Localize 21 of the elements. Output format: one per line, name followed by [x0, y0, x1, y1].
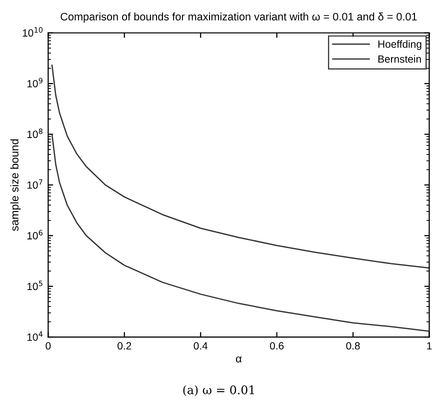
y-tick-label: 10$^{6}$ — [27, 230, 43, 240]
y-tick-label: 10$^{5}$ — [27, 280, 42, 290]
legend-label: Hoeffding — [378, 40, 422, 50]
x-tick-label: 0.4 — [194, 342, 208, 350]
y-axis-title: sample size bound — [10, 139, 21, 231]
x-tick-label: 0.6 — [270, 342, 284, 350]
y-tick-label: 10$^{9}$ — [27, 78, 42, 88]
text: (a) ω = 0.01 — [183, 385, 254, 396]
chart-title: Comparison of bounds for maximization variant with ω = 0.01 and δ = 0.01 — [60, 12, 417, 23]
y-tick-label: 10$^{4}$ — [27, 331, 43, 341]
x-tick-label: 0 — [46, 342, 51, 350]
y-tick-label: 10$^{8}$ — [27, 128, 42, 138]
x-tick-label: 0.2 — [118, 342, 132, 350]
legend-label: Bernstein — [378, 55, 421, 63]
y-tick-label: 10$^{10}$ — [22, 27, 43, 37]
x-axis-title: α — [236, 356, 242, 363]
y-tick-label: 10$^{7}$ — [27, 179, 42, 189]
line-series — [51, 134, 430, 332]
line-series — [51, 64, 430, 269]
x-tick-label: 0.8 — [346, 342, 360, 350]
x-tick-label: 1 — [427, 342, 432, 350]
